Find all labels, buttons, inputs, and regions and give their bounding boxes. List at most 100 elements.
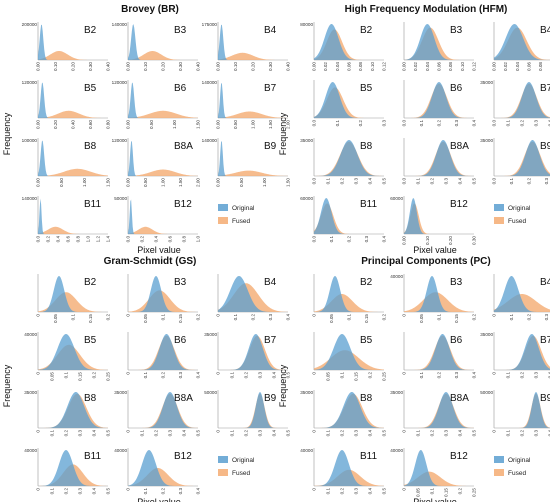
x-tick-label: 0.05	[53, 314, 58, 323]
x-tick-label: 0	[36, 430, 41, 433]
original-histogram	[128, 24, 198, 60]
x-tick-label: 0.8	[182, 236, 187, 243]
x-tick-label: 0.1	[50, 430, 55, 437]
subplot-b4: B40.000.020.040.060.080.100.12	[492, 22, 550, 71]
band-label: B3	[450, 277, 463, 288]
y-tick-label: 140000	[202, 80, 218, 85]
x-tick-label: 0.30	[268, 62, 273, 71]
subplot-b5: 40000 B5 0 0.05 0.1 0.15 0.2 0.25	[24, 332, 111, 381]
original-histogram	[404, 198, 474, 234]
x-tick-label: 0.2	[64, 488, 69, 495]
original-histogram	[314, 276, 384, 312]
original-histogram	[314, 334, 384, 370]
original-histogram	[314, 392, 384, 428]
fused-histogram	[128, 226, 198, 234]
x-tick-label: 0.2	[382, 314, 387, 321]
original-histogram	[314, 82, 384, 118]
x-tick-label: 0.4	[472, 120, 477, 127]
original-histogram	[404, 24, 474, 60]
y-axis-label: Frequency	[2, 112, 12, 155]
x-tick-label: 1.4	[106, 236, 111, 243]
x-tick-label: 0.3	[354, 488, 359, 495]
x-tick-label: 0	[312, 488, 317, 491]
x-tick-label: 1.2	[96, 236, 101, 243]
x-tick-label: 0.4	[56, 236, 61, 243]
subplot-b12: 60000 B12 0.00 0.10 0.20 0.30	[390, 196, 477, 245]
x-tick-label: 0.02	[413, 62, 418, 71]
original-histogram	[128, 334, 198, 370]
band-label: B8	[84, 141, 97, 152]
x-tick-label: 0.4	[548, 372, 550, 379]
y-tick-label: 60000	[300, 196, 313, 201]
x-tick-label: 0.2	[340, 430, 345, 437]
subplot-b7: 35000 B7 0 0.1 0.2 0.3 0.4 0.5	[204, 332, 291, 379]
x-tick-label: 0.6	[66, 236, 71, 243]
x-tick-label: 0	[126, 314, 131, 317]
band-label: B6	[174, 335, 187, 346]
x-tick-label: 0.15	[178, 314, 183, 323]
band-label: B11	[360, 451, 377, 462]
x-tick-label: 0.3	[258, 372, 263, 379]
fused-histogram	[38, 51, 108, 60]
x-tick-label: 0.15	[354, 372, 359, 381]
x-tick-label: 0.0	[492, 120, 497, 127]
x-tick-label: 0.2	[520, 372, 525, 379]
band-label: B12	[174, 451, 192, 462]
original-histogram	[128, 276, 198, 312]
x-axis-label: Pixel value	[413, 497, 457, 502]
x-tick-label: 0.0	[402, 120, 407, 127]
fused-histogram	[38, 226, 108, 234]
original-histogram	[314, 198, 384, 234]
x-tick-label: 0	[492, 372, 497, 375]
x-tick-label: 0.2	[161, 488, 166, 495]
y-tick-label: 40000	[24, 448, 37, 453]
y-tick-label: 40000	[24, 332, 37, 337]
y-tick-label: 60000	[390, 196, 403, 201]
original-histogram	[218, 24, 288, 60]
original-histogram	[38, 140, 108, 176]
band-label: B11	[84, 199, 101, 210]
legend-label-fused: Fused	[508, 218, 526, 225]
x-tick-label: 0.1	[161, 314, 166, 321]
x-tick-label: 0.3	[78, 430, 83, 437]
x-tick-label: 1.50	[106, 178, 111, 187]
x-tick-label: 0.08	[358, 62, 363, 71]
fused-histogram	[218, 170, 288, 176]
x-tick-label: 0.40	[71, 120, 76, 129]
panel-4: Principal Components (PC) Frequency Pixel …	[278, 256, 550, 502]
x-tick-label: 0.80	[106, 120, 111, 129]
subplot-b2: 80000 B2 0.00 0.02 0.04 0.06 0.08 0.10 0.12	[300, 22, 387, 71]
x-tick-label: 0.4	[368, 488, 373, 495]
legend-label-original: Original	[508, 205, 531, 212]
x-tick-label: 0.1	[430, 488, 435, 495]
x-tick-label: 0.30	[178, 62, 183, 71]
x-tick-label: 1.50	[268, 120, 273, 129]
x-tick-label: 0	[36, 372, 41, 375]
subplot-b8a: 35000 B8A 0 0.1 0.2 0.3 0.4 0.5	[114, 390, 201, 436]
subplot-b11: 40000 B11 0 0.1 0.2 0.3 0.4 0.5	[300, 448, 387, 495]
x-tick-label: 0.3	[454, 372, 459, 379]
y-tick-label: 50000	[480, 390, 493, 395]
x-tick-label: 0.15	[444, 488, 449, 497]
x-tick-label: 0.4	[458, 430, 463, 437]
x-tick-label: 0.06	[437, 62, 442, 71]
band-label: B8A	[450, 393, 469, 404]
original-histogram	[128, 450, 198, 486]
x-tick-label: 0.0	[312, 120, 317, 127]
subplot-b3: 140000 B3 0.00 0.10 0.20 0.30 0.40	[112, 22, 201, 71]
x-tick-label: 0	[492, 314, 497, 317]
x-tick-label: 0.5	[382, 488, 387, 495]
y-tick-label: 100000	[22, 138, 38, 143]
x-tick-label: 0.2	[527, 178, 532, 185]
x-tick-label: 0.04	[515, 62, 520, 71]
y-tick-label: 40000	[390, 448, 403, 453]
x-tick-label: 0.2	[347, 236, 352, 243]
x-tick-label: 0	[402, 372, 407, 375]
x-tick-label: 0.1	[143, 488, 148, 495]
x-tick-label: 0.15	[88, 314, 93, 323]
x-tick-label: 0	[402, 314, 407, 317]
fused-histogram	[128, 169, 198, 176]
y-tick-label: 120000	[22, 80, 38, 85]
x-tick-label: 2.00	[286, 120, 291, 129]
original-histogram	[314, 140, 384, 176]
